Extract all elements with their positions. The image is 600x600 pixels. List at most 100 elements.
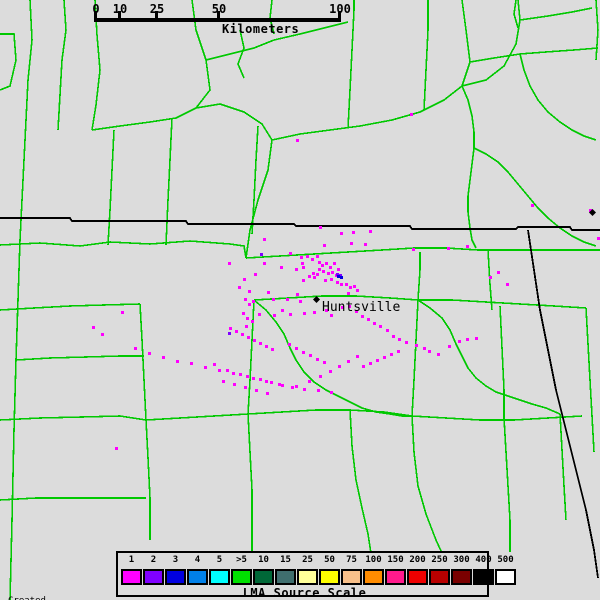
legend-entry-swatch[interactable]: [451, 569, 472, 585]
legend-swatch-row: 1 2 3 4 5 >5 10 15 25 50 75 100 150 200 250 300 400 500: [121, 555, 516, 585]
lma-source-point: [308, 275, 311, 278]
lma-source-point: [373, 322, 376, 325]
lma-source-point: [259, 378, 262, 381]
lma-source-point: [361, 315, 364, 318]
lma-source-point: [228, 332, 231, 335]
lma-source-point: [356, 355, 359, 358]
lma-source-point: [301, 262, 304, 265]
huntsville-marker-icon[interactable]: [313, 296, 320, 303]
lma-source-point: [410, 113, 413, 116]
lma-source-point: [235, 330, 238, 333]
legend-entry-label: 10: [258, 555, 269, 565]
legend-entry-swatch[interactable]: [143, 569, 164, 585]
lma-source-point: [252, 377, 255, 380]
legend-entry-swatch[interactable]: [429, 569, 450, 585]
lma-source-point: [316, 358, 319, 361]
legend-entry[interactable]: 4: [187, 555, 208, 585]
legend-entry[interactable]: 250: [429, 555, 450, 585]
legend-entry[interactable]: 50: [319, 555, 340, 585]
lma-source-point: [397, 350, 400, 353]
lma-source-point: [218, 369, 221, 372]
lma-source-point: [318, 268, 321, 271]
lma-source-point: [383, 356, 386, 359]
lma-source-point: [330, 314, 333, 317]
legend-entry-swatch[interactable]: [231, 569, 252, 585]
legend-entry[interactable]: 300: [451, 555, 472, 585]
legend-entry[interactable]: 2: [143, 555, 164, 585]
legend-entry-swatch[interactable]: [473, 569, 494, 585]
legend-entry-label: 200: [409, 555, 426, 565]
legend-entry-swatch[interactable]: [407, 569, 428, 585]
legend-entry-swatch[interactable]: [385, 569, 406, 585]
lma-source-point: [340, 276, 343, 279]
legend-entry-swatch[interactable]: [275, 569, 296, 585]
lma-source-point: [265, 345, 268, 348]
lma-source-point: [466, 245, 469, 248]
lma-source-point: [253, 339, 256, 342]
lma-source-point: [303, 388, 306, 391]
lma-source-point: [245, 325, 248, 328]
legend-entry[interactable]: 3: [165, 555, 186, 585]
lma-source-point: [333, 262, 336, 265]
lma-source-point: [369, 362, 372, 365]
legend-entry[interactable]: 75: [341, 555, 362, 585]
lma-source-point: [281, 384, 284, 387]
legend-entry-label: 1: [128, 555, 135, 565]
lma-source-point: [589, 209, 592, 212]
legend-entry-label: 5: [216, 555, 223, 565]
legend-entry[interactable]: 500: [495, 555, 516, 585]
legend-entry[interactable]: 150: [385, 555, 406, 585]
lma-source-point: [259, 342, 262, 345]
legend-entry[interactable]: 10: [253, 555, 274, 585]
lma-source-point: [350, 242, 353, 245]
created-stamp: Created 12/12/2012 1:51:56: [8, 574, 111, 600]
lma-source-point: [324, 279, 327, 282]
lma-source-point: [232, 372, 235, 375]
lma-source-point: [338, 365, 341, 368]
legend-entry[interactable]: 1: [121, 555, 142, 585]
unlabeled-site-marker-icon[interactable]: [589, 209, 596, 216]
legend-entry-label: 50: [324, 555, 335, 565]
legend-entry-label: 400: [475, 555, 492, 565]
legend-entry-swatch[interactable]: [121, 569, 142, 585]
legend-entry[interactable]: 400: [473, 555, 494, 585]
legend-entry[interactable]: 100: [363, 555, 384, 585]
lma-source-point: [339, 274, 342, 277]
legend-entry-swatch[interactable]: [363, 569, 384, 585]
lma-source-point: [306, 255, 309, 258]
legend-entry-swatch[interactable]: [297, 569, 318, 585]
lma-source-point: [330, 391, 333, 394]
legend-entry-swatch[interactable]: [495, 569, 516, 585]
lma-source-point: [321, 264, 324, 267]
legend-entry-label: 75: [346, 555, 357, 565]
lma-source-point: [506, 283, 509, 286]
legend-entry-swatch[interactable]: [187, 569, 208, 585]
lma-source-point: [329, 370, 332, 373]
lma-source-point: [390, 353, 393, 356]
legend-entry[interactable]: 200: [407, 555, 428, 585]
legend-entry-swatch[interactable]: [341, 569, 362, 585]
lma-source-point: [248, 303, 251, 306]
lma-source-point: [489, 276, 492, 279]
legend-entry[interactable]: 25: [297, 555, 318, 585]
lma-source-point: [134, 347, 137, 350]
lma-source-point: [356, 289, 359, 292]
lma-source-point: [260, 253, 263, 256]
legend-entry[interactable]: >5: [231, 555, 252, 585]
legend-entry-swatch[interactable]: [165, 569, 186, 585]
legend-entry[interactable]: 15: [275, 555, 296, 585]
lma-source-scale-legend[interactable]: 1 2 3 4 5 >5 10 15 25 50 75 100 150 200 250 300 400 500 L…: [116, 551, 516, 600]
legend-entry[interactable]: 5: [209, 555, 230, 585]
lma-source-point: [405, 341, 408, 344]
lma-source-point: [204, 366, 207, 369]
lma-source-point: [369, 230, 372, 233]
lma-source-point: [313, 276, 316, 279]
lma-source-point: [242, 312, 245, 315]
legend-entry-swatch[interactable]: [253, 569, 274, 585]
lma-source-point: [280, 266, 283, 269]
legend-title: LMA Source Scale: [242, 586, 367, 600]
legend-entry-swatch[interactable]: [319, 569, 340, 585]
legend-entry-swatch[interactable]: [209, 569, 230, 585]
